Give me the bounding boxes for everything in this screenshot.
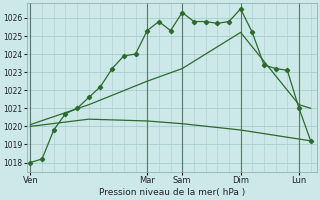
X-axis label: Pression niveau de la mer( hPa ): Pression niveau de la mer( hPa ) bbox=[99, 188, 245, 197]
